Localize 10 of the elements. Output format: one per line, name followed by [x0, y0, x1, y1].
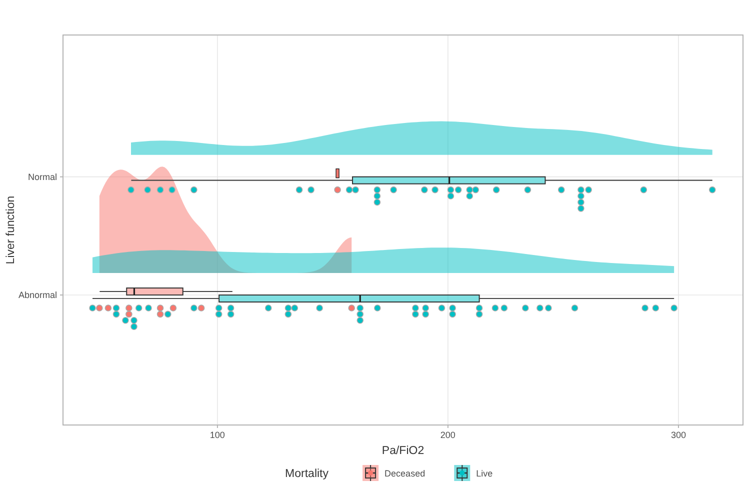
legend-title: Mortality — [285, 468, 329, 480]
x-tick-label: 100 — [210, 430, 225, 440]
legend-label: Live — [476, 468, 493, 478]
x-tick-label: 200 — [440, 430, 456, 440]
x-axis-title: Pa/FiO2 — [382, 445, 424, 457]
y-axis-title: Liver function — [5, 196, 17, 264]
y-tick-label: Normal — [28, 172, 57, 182]
x-tick-label: 300 — [670, 430, 686, 440]
y-tick-label: Abnormal — [18, 290, 57, 300]
legend-label: Deceased — [384, 468, 426, 478]
